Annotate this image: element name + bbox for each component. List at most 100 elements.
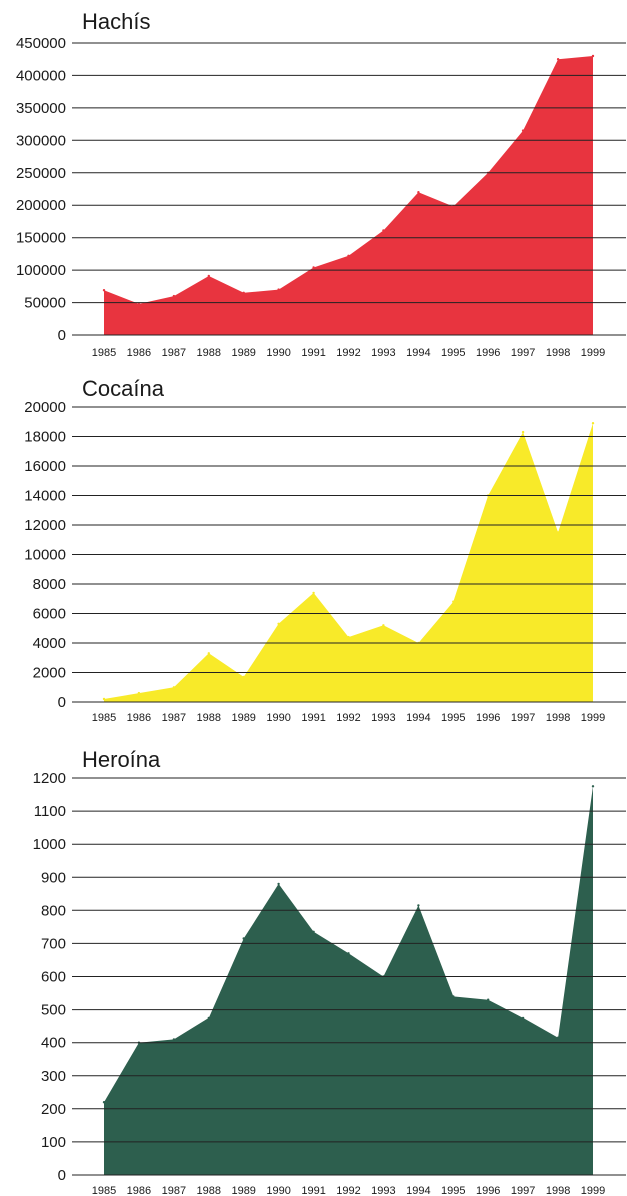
xtick-label-cocaina: 1992 xyxy=(336,712,360,724)
data-point-cocaina-1990 xyxy=(277,622,280,625)
xtick-label-cocaina: 1989 xyxy=(231,712,255,724)
data-point-cocaina-1985 xyxy=(102,697,106,701)
xtick-label-cocaina: 1993 xyxy=(371,712,395,724)
xtick-label-hachis: 1985 xyxy=(92,347,116,359)
xtick-label-heroina: 1990 xyxy=(266,1185,290,1196)
xtick-label-cocaina: 1986 xyxy=(127,712,151,724)
ytick-label-cocaina: 16000 xyxy=(24,458,66,475)
xtick-label-heroina: 1991 xyxy=(301,1185,325,1196)
xtick-label-heroina: 1994 xyxy=(406,1185,430,1196)
data-point-hachis-1993 xyxy=(382,229,385,232)
ytick-label-heroina: 800 xyxy=(41,902,66,919)
xtick-label-cocaina: 1997 xyxy=(511,712,535,724)
ytick-label-heroina: 300 xyxy=(41,1068,66,1085)
data-point-heroina-1990 xyxy=(277,882,280,886)
xtick-label-heroina: 1987 xyxy=(162,1185,186,1196)
ytick-label-heroina: 600 xyxy=(41,969,66,986)
ytick-label-hachis: 50000 xyxy=(24,295,66,312)
ytick-label-heroina: 100 xyxy=(41,1134,66,1151)
ytick-label-heroina: 0 xyxy=(58,1167,66,1184)
xtick-label-heroina: 1998 xyxy=(546,1185,570,1196)
data-point-hachis-1986 xyxy=(137,302,141,306)
xtick-label-heroina: 1988 xyxy=(197,1185,221,1196)
xtick-label-cocaina: 1991 xyxy=(301,712,325,724)
data-point-heroina-1996 xyxy=(487,998,490,1001)
xtick-label-heroina: 1992 xyxy=(336,1185,360,1196)
ytick-label-hachis: 200000 xyxy=(16,197,66,214)
data-point-hachis-1988 xyxy=(207,274,210,278)
area-series-hachis xyxy=(104,56,593,335)
xtick-label-cocaina: 1999 xyxy=(581,712,605,724)
ytick-label-hachis: 400000 xyxy=(16,67,66,84)
data-point-cocaina-1991 xyxy=(312,591,315,595)
data-point-cocaina-1989 xyxy=(242,675,245,679)
ytick-label-cocaina: 8000 xyxy=(33,576,66,593)
xtick-label-hachis: 1990 xyxy=(266,347,290,359)
ytick-label-hachis: 100000 xyxy=(16,262,66,279)
area-series-cocaina xyxy=(104,423,593,702)
chart-panel-hachis: 0 50000 100000 150000 200000 250000 300000 3500… xyxy=(16,9,626,359)
ytick-label-cocaina: 6000 xyxy=(33,606,66,623)
xtick-label-cocaina: 1998 xyxy=(546,712,570,724)
xtick-label-heroina: 1997 xyxy=(511,1185,535,1196)
data-point-hachis-1994 xyxy=(417,191,420,194)
data-point-heroina-1989 xyxy=(242,937,245,940)
ytick-label-hachis: 250000 xyxy=(16,165,66,182)
data-point-heroina-1998 xyxy=(556,1036,560,1039)
ytick-label-heroina: 900 xyxy=(41,869,66,886)
xtick-label-hachis: 1989 xyxy=(231,347,255,359)
xtick-label-hachis: 1992 xyxy=(336,347,360,359)
data-point-hachis-1992 xyxy=(347,254,350,257)
xtick-label-hachis: 1995 xyxy=(441,347,465,359)
data-point-heroina-1987 xyxy=(172,1038,176,1041)
xtick-label-heroina: 1996 xyxy=(476,1185,500,1196)
ytick-label-cocaina: 18000 xyxy=(24,429,66,446)
data-point-hachis-1995 xyxy=(452,205,455,208)
ytick-label-hachis: 150000 xyxy=(16,230,66,247)
xtick-label-cocaina: 1987 xyxy=(162,712,186,724)
data-point-heroina-1997 xyxy=(521,1016,525,1020)
xtick-label-hachis: 1986 xyxy=(127,347,151,359)
xtick-label-heroina: 1993 xyxy=(371,1185,395,1196)
data-point-hachis-1997 xyxy=(521,129,525,132)
ytick-label-cocaina: 20000 xyxy=(24,399,66,416)
xtick-label-cocaina: 1995 xyxy=(441,712,465,724)
xtick-label-hachis: 1999 xyxy=(581,347,605,359)
ytick-label-hachis: 300000 xyxy=(16,132,66,149)
xtick-label-cocaina: 1994 xyxy=(406,712,430,724)
data-point-cocaina-1995 xyxy=(452,600,455,603)
ytick-label-cocaina: 12000 xyxy=(24,517,66,534)
xtick-label-heroina: 1985 xyxy=(92,1185,116,1196)
data-point-heroina-1991 xyxy=(312,930,315,933)
ytick-label-heroina: 1100 xyxy=(34,803,66,820)
ytick-label-cocaina: 14000 xyxy=(24,488,66,505)
ytick-label-cocaina: 2000 xyxy=(33,665,66,682)
data-point-cocaina-1992 xyxy=(347,635,350,639)
xtick-label-hachis: 1988 xyxy=(197,347,221,359)
data-point-hachis-1987 xyxy=(172,294,176,298)
data-point-cocaina-1986 xyxy=(137,691,141,695)
ytick-label-cocaina: 10000 xyxy=(24,547,66,564)
ytick-label-heroina: 500 xyxy=(41,1002,66,1019)
ytick-label-hachis: 350000 xyxy=(16,100,66,117)
xtick-label-heroina: 1986 xyxy=(127,1185,151,1196)
ytick-label-heroina: 400 xyxy=(41,1035,66,1052)
chart-title-cocaina: Cocaína xyxy=(82,376,165,401)
data-point-cocaina-1998 xyxy=(556,531,560,534)
data-point-heroina-1995 xyxy=(452,995,455,998)
xtick-label-hachis: 1997 xyxy=(511,347,535,359)
data-point-cocaina-1988 xyxy=(207,652,210,655)
xtick-label-hachis: 1998 xyxy=(546,347,570,359)
xtick-label-cocaina: 1988 xyxy=(197,712,221,724)
xtick-label-cocaina: 1990 xyxy=(266,712,290,724)
xtick-label-heroina: 1989 xyxy=(231,1185,255,1196)
data-point-hachis-1990 xyxy=(277,288,280,291)
xtick-label-heroina: 1999 xyxy=(581,1185,605,1196)
data-point-heroina-1985 xyxy=(102,1101,106,1104)
data-point-cocaina-1999 xyxy=(591,422,595,425)
xtick-label-heroina: 1995 xyxy=(441,1185,465,1196)
data-point-heroina-1992 xyxy=(347,952,350,955)
data-point-cocaina-1997 xyxy=(521,430,525,434)
ytick-label-cocaina: 4000 xyxy=(33,635,66,652)
